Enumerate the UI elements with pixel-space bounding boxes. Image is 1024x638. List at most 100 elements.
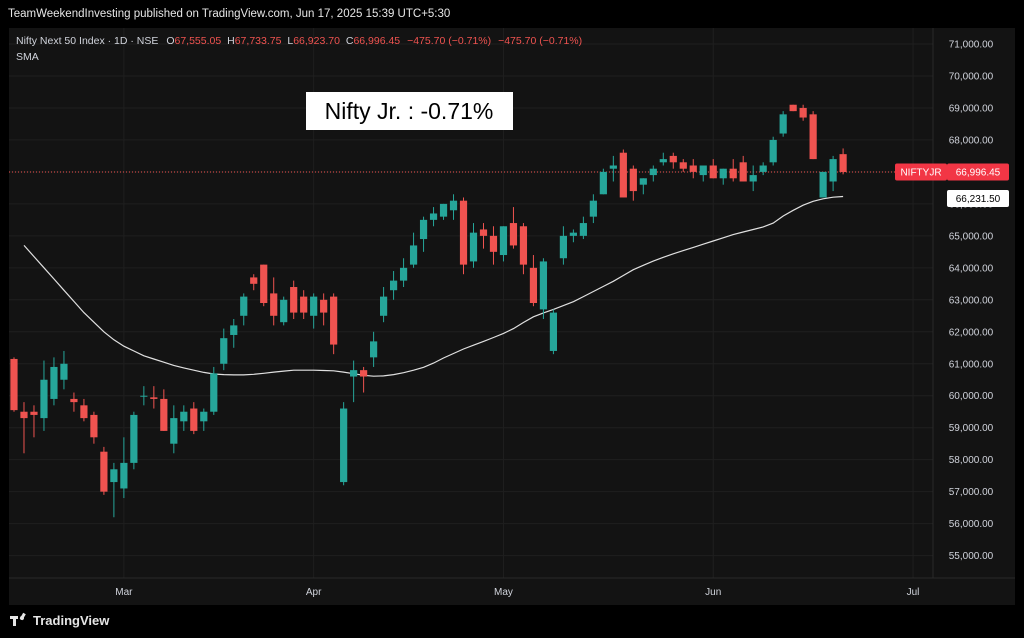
candle: [399, 258, 408, 288]
candle: [759, 162, 767, 176]
candle-body: [529, 267, 538, 303]
candle: [499, 226, 508, 262]
candle: [130, 411, 138, 470]
x-tick-label: May: [494, 587, 513, 598]
candle-body: [779, 114, 787, 134]
candle: [150, 386, 158, 409]
candle: [489, 226, 498, 265]
candle: [739, 155, 747, 182]
y-tick-label: 71,000.00: [949, 39, 994, 50]
low-value: 66,923.70: [293, 35, 340, 47]
last-price-symbol: NIFTYJR: [900, 168, 941, 179]
open-label: O: [166, 35, 174, 47]
publish-info: TeamWeekendInvesting published on Tradin…: [8, 8, 451, 20]
candle-body: [799, 107, 807, 118]
candle-body: [260, 264, 268, 303]
candle-body: [459, 200, 468, 265]
annotation-box[interactable]: Nifty Jr. : -0.71%: [306, 92, 513, 130]
candle-body: [160, 398, 168, 431]
candle: [729, 159, 737, 182]
candle: [819, 171, 827, 198]
change-value-secondary: −475.70 (−0.71%): [498, 35, 582, 47]
candle-body: [579, 223, 587, 236]
candle-body: [659, 159, 667, 163]
candle: [250, 274, 258, 291]
candle: [200, 408, 208, 431]
candle: [40, 360, 48, 431]
candle: [120, 437, 128, 499]
candle: [419, 216, 428, 252]
candle-body: [599, 171, 607, 195]
last-price-value: 66,996.45: [956, 168, 1001, 179]
publish-header: TeamWeekendInvesting published on Tradin…: [0, 0, 1024, 28]
y-tick-label: 61,000.00: [949, 359, 994, 370]
candle-body: [110, 469, 118, 483]
time-axis[interactable]: Mar Apr May Jun Jul: [115, 587, 919, 598]
candle-body: [699, 165, 707, 176]
sma-layer: [23, 195, 844, 377]
candle-body: [399, 267, 408, 281]
candlestick-chart[interactable]: 55,000.00 56,000.00 57,000.00 58,000.00 59,0…: [9, 28, 1015, 605]
candle: [839, 148, 847, 175]
candle: [330, 293, 338, 355]
candle-body: [50, 366, 58, 399]
candle: [479, 223, 488, 249]
candle-body: [60, 363, 68, 380]
candle: [30, 405, 38, 438]
candle-body: [150, 397, 158, 399]
candle-body: [689, 165, 697, 172]
brand-name: TradingView: [33, 613, 110, 628]
candle-body: [819, 171, 827, 198]
sma-value-label: 66,231.50: [947, 189, 1009, 207]
y-tick-label: 70,000.00: [949, 71, 994, 82]
candle: [639, 178, 647, 195]
y-tick-label: 65,000.00: [949, 231, 994, 242]
candle-body: [429, 213, 438, 220]
tradingview-logo[interactable]: TradingView: [10, 612, 110, 628]
candle: [559, 226, 567, 265]
candle: [429, 207, 438, 227]
candle: [769, 136, 777, 166]
candle-body: [220, 338, 228, 364]
candle-body: [250, 277, 258, 284]
y-tick-label: 63,000.00: [949, 295, 994, 306]
candle-body: [350, 370, 358, 377]
chart-panel[interactable]: 55,000.00 56,000.00 57,000.00 58,000.00 59,0…: [9, 28, 1015, 605]
ohlc-legend: Nifty Next 50 Index · 1D · NSE O67,555.0…: [16, 35, 582, 47]
candle-body: [90, 414, 98, 438]
candle: [389, 271, 398, 300]
candle-body: [549, 312, 558, 351]
candle: [829, 155, 837, 192]
candle-body: [80, 405, 88, 419]
price-axis[interactable]: 55,000.00 56,000.00 57,000.00 58,000.00 59,0…: [949, 39, 994, 562]
candle-body: [509, 223, 518, 246]
footer-bar: TradingView: [0, 605, 1024, 638]
low-label: L: [287, 35, 293, 47]
close-label: C: [346, 35, 354, 47]
candle: [70, 392, 78, 412]
candle: [749, 165, 757, 192]
candle: [230, 318, 238, 348]
y-tick-label: 57,000.00: [949, 487, 994, 498]
indicator-label[interactable]: SMA: [16, 51, 39, 63]
candle: [50, 357, 58, 406]
candle: [110, 462, 118, 518]
candle-body: [709, 165, 717, 179]
candle: [469, 223, 478, 268]
candle: [669, 152, 677, 169]
candle-body: [389, 280, 398, 291]
candle: [789, 104, 797, 112]
high-value: 67,733.75: [235, 35, 282, 47]
candle: [300, 290, 308, 319]
candle-body: [130, 414, 138, 463]
candle-body: [230, 325, 238, 335]
candle-body: [479, 229, 488, 236]
candle: [90, 411, 98, 444]
candle-body: [40, 379, 48, 419]
candle-body: [300, 296, 308, 313]
candle-body: [809, 114, 817, 160]
candle: [80, 398, 88, 422]
candle: [379, 287, 388, 323]
candle: [599, 168, 607, 195]
candle-body: [140, 395, 148, 397]
